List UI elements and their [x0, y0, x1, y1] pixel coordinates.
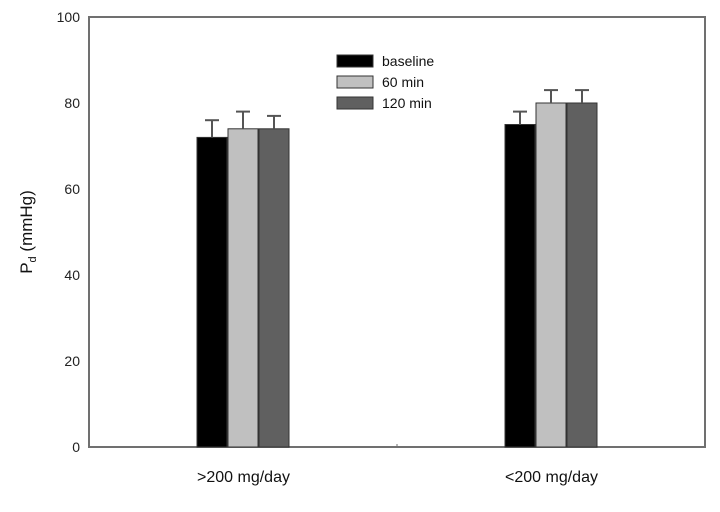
- y-tick-label: 40: [64, 267, 80, 283]
- y-axis-label-main: P: [17, 262, 36, 273]
- x-category-label: <200 mg/day: [505, 469, 598, 486]
- legend-swatch: [336, 75, 374, 89]
- legend-swatch: [336, 54, 374, 68]
- bar-60-min-0: [227, 128, 259, 448]
- legend-label: 60 min: [382, 74, 424, 90]
- y-axis-label: Pd (mmHg): [17, 190, 39, 274]
- y-tick-label: 20: [64, 353, 80, 369]
- y-tick-label: 80: [64, 95, 80, 111]
- legend-swatch: [336, 96, 374, 110]
- bar-baseline-1: [504, 124, 536, 448]
- y-axis-label-suffix: (mmHg): [17, 190, 36, 256]
- legend-label: 120 min: [382, 95, 432, 111]
- bar-120-min-1: [566, 102, 598, 448]
- bar-120-min-0: [258, 128, 290, 448]
- bar-baseline-0: [196, 136, 228, 448]
- bar-60-min-1: [535, 102, 567, 448]
- x-category-label: >200 mg/day: [197, 469, 290, 486]
- y-tick-label: 0: [72, 439, 80, 455]
- y-axis-label-subscript: d: [27, 256, 39, 262]
- y-tick-label: 60: [64, 181, 80, 197]
- y-tick-label: 100: [57, 9, 81, 25]
- legend-label: baseline: [382, 53, 434, 69]
- legend: baseline 60 min 120 min: [336, 53, 434, 111]
